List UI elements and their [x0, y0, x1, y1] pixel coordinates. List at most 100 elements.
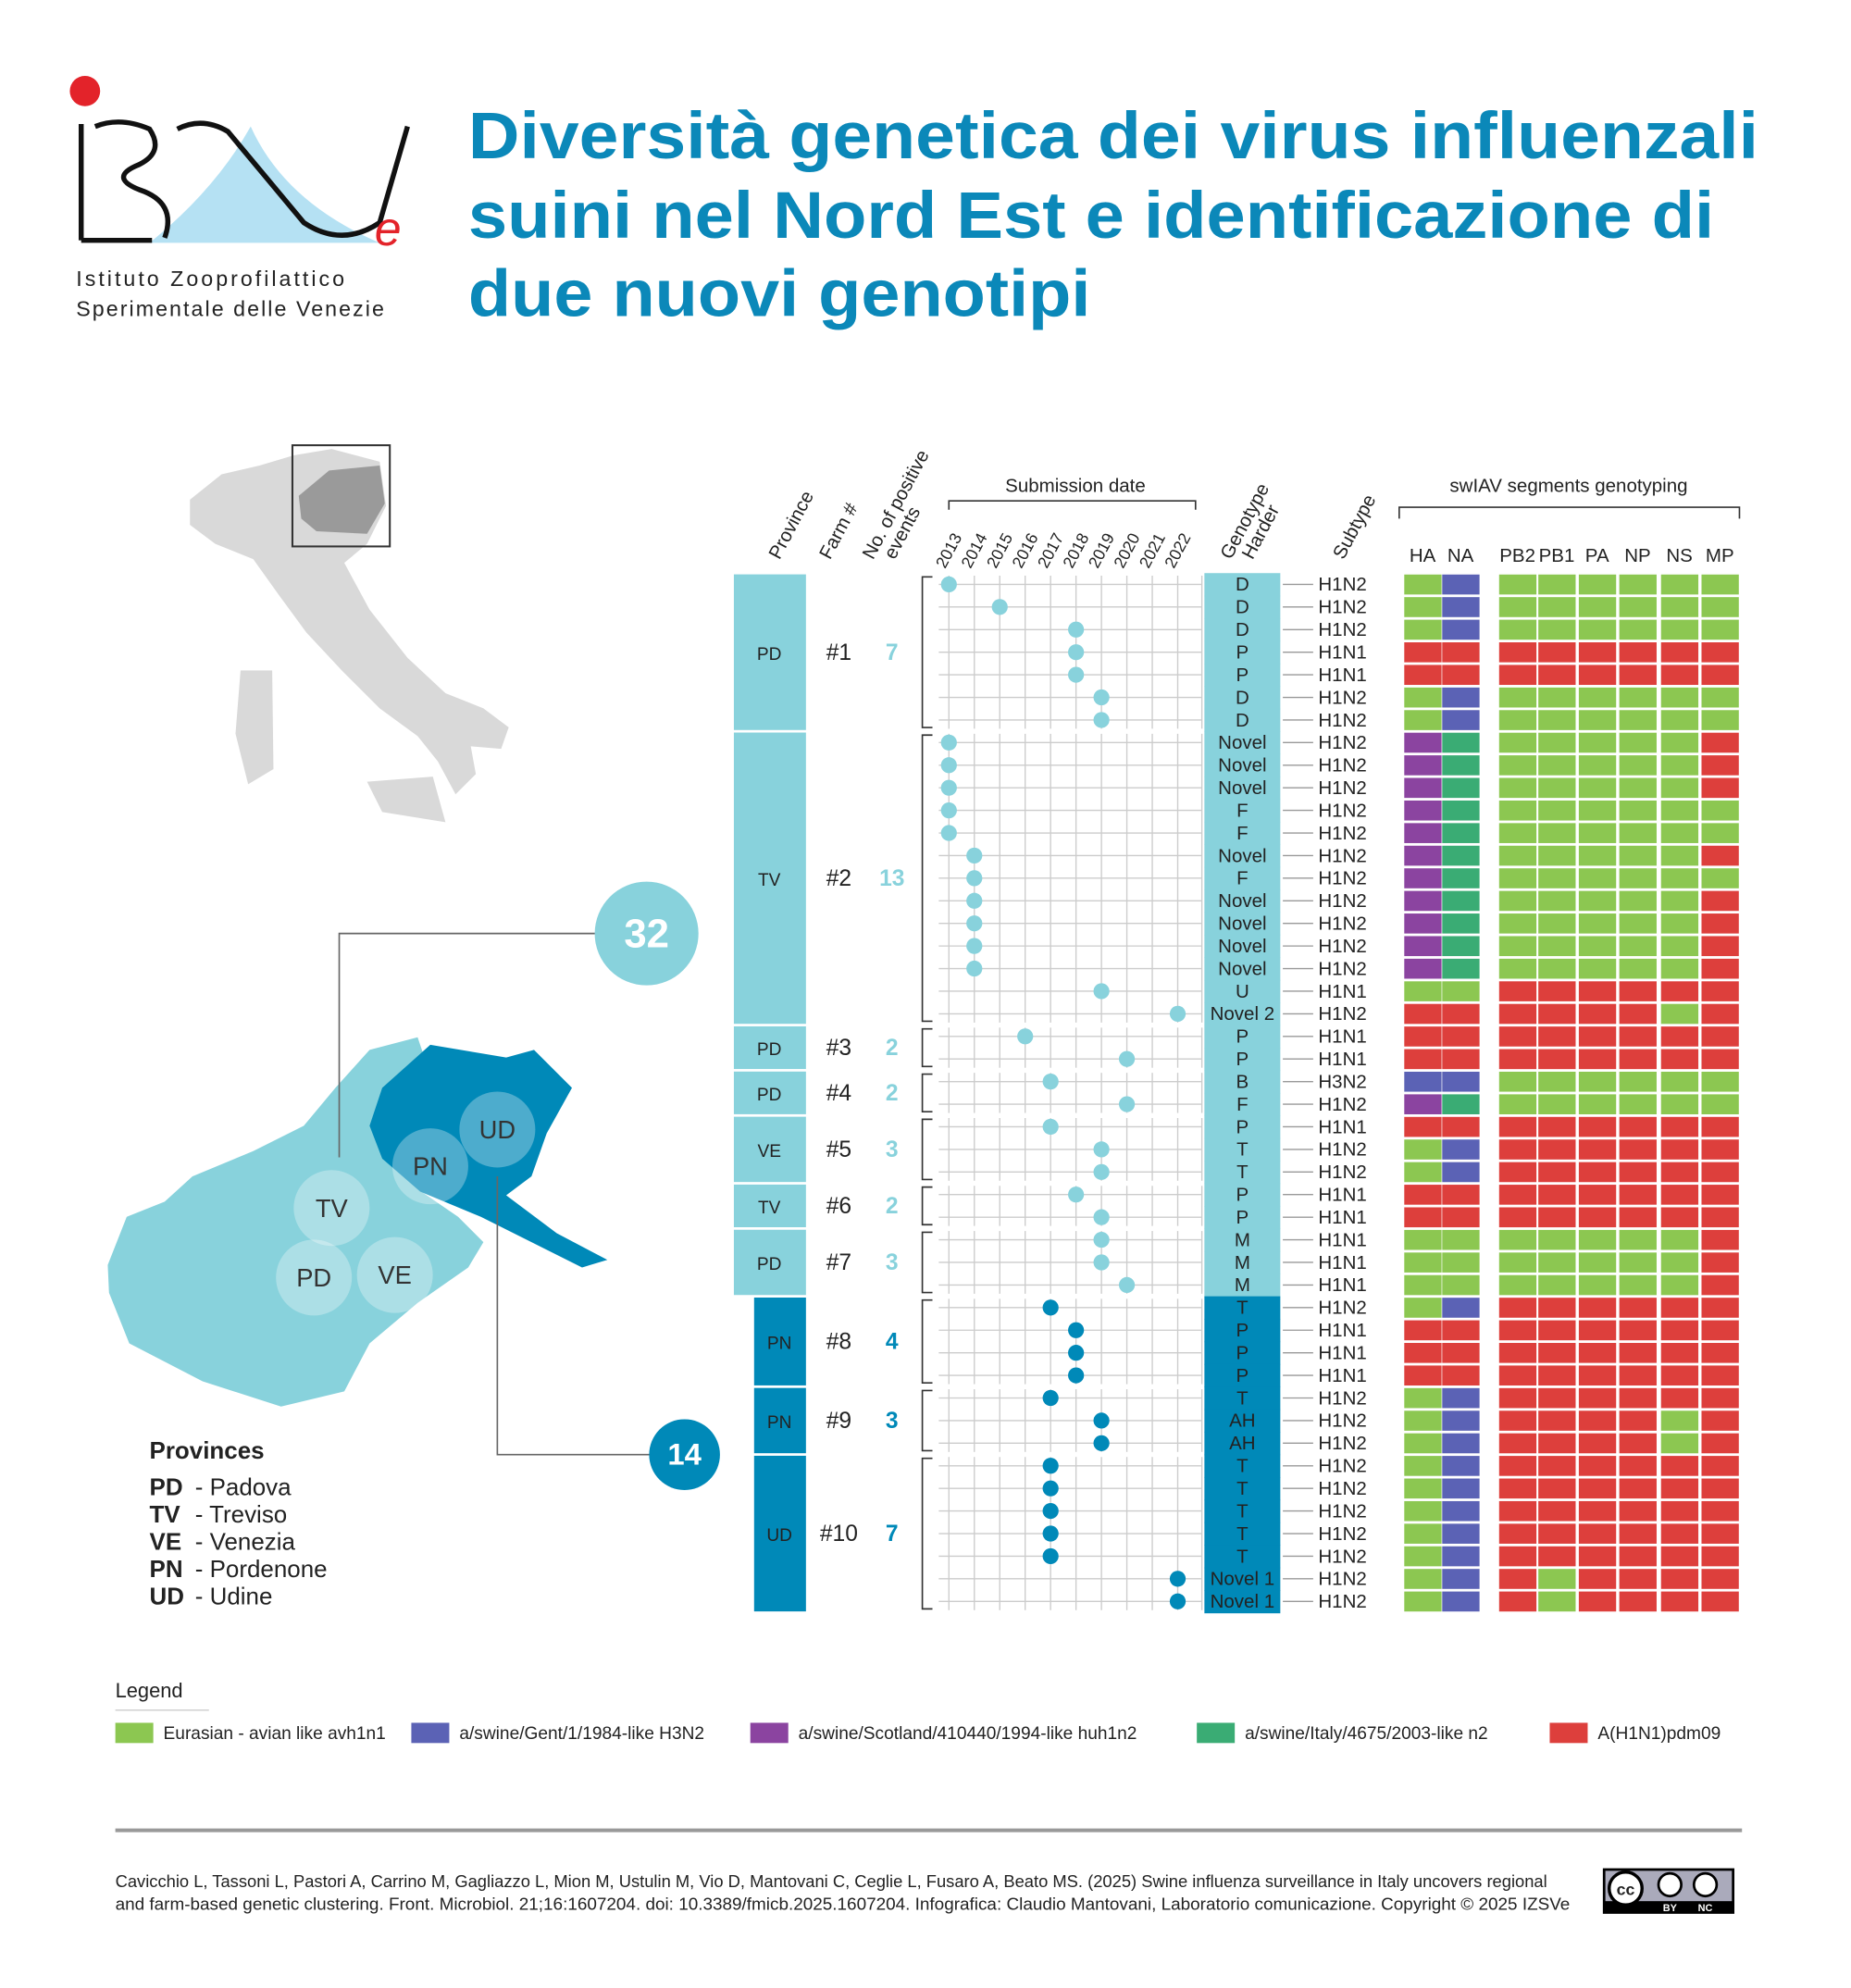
segment-cell [1619, 1500, 1657, 1522]
segment-cell [1660, 1456, 1699, 1476]
event-count: 7 [886, 640, 899, 665]
legend-label: Eurasian - avian like avh1n1 [164, 1724, 386, 1744]
segment-cell [1701, 665, 1739, 686]
legend: Legend Eurasian - avian like avh1n1 a/swin… [116, 1679, 1721, 1744]
genotype-bg [1204, 1070, 1281, 1094]
count-circle [649, 1419, 720, 1490]
count-label: 14 [667, 1437, 702, 1472]
segment-cell [1619, 1387, 1657, 1409]
genotype-bg [1204, 1137, 1281, 1162]
submission-dot [940, 801, 957, 819]
segment-cell [1404, 1185, 1442, 1205]
subtype: H1N2 [1318, 732, 1366, 753]
subtype: H1N2 [1318, 1094, 1366, 1115]
segment-cell [1404, 1569, 1442, 1589]
genotype: Novel [1218, 958, 1266, 979]
genotype: T [1236, 1298, 1248, 1319]
segment-cell [1538, 574, 1576, 595]
segment-cell [1442, 642, 1480, 663]
segment-header: NA [1447, 545, 1474, 566]
segment-cell [1538, 597, 1576, 617]
segment-cell [1404, 800, 1442, 821]
genotype-bg [1204, 618, 1281, 642]
segment-cell [1538, 1456, 1576, 1476]
segment-cell [1701, 981, 1739, 1001]
segment-cell [1442, 1094, 1480, 1114]
segment-cell [1498, 1387, 1537, 1409]
segment-cell [1660, 1569, 1699, 1589]
logo-line: Istituto Zooprofilattico [76, 267, 347, 291]
subtype: H1N2 [1318, 958, 1366, 979]
segment-cell [1578, 1523, 1617, 1544]
segment-cell [1701, 710, 1739, 730]
segment-cell [1578, 958, 1617, 979]
title-line: suini nel Nord Est e identificazione di [468, 180, 1714, 253]
citation: Cavicchio L, Tassoni L, Pastori A, Carri… [116, 1871, 1547, 1891]
province-label: UD [479, 1115, 516, 1144]
segment-cell [1619, 1026, 1657, 1047]
segment-cell [1498, 823, 1537, 843]
province-label: TV [316, 1194, 349, 1223]
genotype-bg [1204, 1161, 1281, 1185]
segment-cell [1498, 1185, 1537, 1205]
subtype: H1N2 [1318, 1591, 1366, 1612]
segment-cell [1701, 1252, 1739, 1273]
segment-cell [1498, 1274, 1537, 1296]
genotype-bg [1204, 1002, 1281, 1026]
segment-cell [1619, 1274, 1657, 1296]
segment-cell [1404, 1365, 1442, 1386]
genotype: Novel [1218, 732, 1266, 753]
segment-cell [1701, 1546, 1739, 1567]
segment-cell [1660, 1026, 1699, 1047]
province: TV [758, 871, 781, 890]
segment-cell [1498, 1116, 1537, 1137]
province-box [733, 732, 806, 1025]
genotype-bg [1204, 1228, 1281, 1252]
segment-cell [1701, 1410, 1739, 1431]
badge-icon [1692, 1871, 1719, 1898]
segment-cell [1442, 1478, 1480, 1499]
farm-bracket [921, 734, 933, 1023]
province-name: - Treviso [195, 1500, 288, 1528]
segment-cell [1701, 574, 1739, 595]
submission-dot [1118, 1096, 1136, 1112]
genotype: D [1236, 710, 1249, 731]
segment-cell [1442, 936, 1480, 957]
segment-cell [1498, 1049, 1537, 1070]
province-code: TV [150, 1500, 181, 1528]
provinces-legend: Provinces PD - Padova TV - Treviso VE - Venezi… [150, 1436, 328, 1610]
segment-cell [1660, 1433, 1699, 1454]
province: PN [767, 1335, 792, 1354]
event-count: 7 [886, 1522, 899, 1547]
genotype-bg [1204, 1522, 1281, 1546]
segment-cell [1619, 936, 1657, 957]
segment-cell [1498, 1343, 1537, 1363]
legend-swatch [1549, 1722, 1588, 1744]
segment-cell [1578, 1207, 1617, 1228]
segment-cell [1578, 936, 1617, 957]
segment-cell [1442, 1410, 1480, 1431]
genotype-bg [1204, 1409, 1281, 1433]
segment-cell [1660, 710, 1699, 730]
genotype: D [1236, 597, 1249, 618]
segment-cell [1660, 1162, 1699, 1183]
citation: and farm-based genetic clustering. Front… [116, 1895, 1571, 1914]
genotype-bg [1204, 708, 1281, 732]
segment-cell [1619, 800, 1657, 821]
segment-cell [1660, 890, 1699, 912]
farm-bracket [921, 1186, 933, 1226]
province-box [733, 1229, 806, 1296]
segment-cell [1404, 913, 1442, 934]
segment-cell [1660, 1298, 1699, 1318]
segment-cell [1538, 1546, 1576, 1567]
segment-cell [1578, 800, 1617, 821]
segment-cell [1442, 1162, 1480, 1183]
segment-cell [1442, 1003, 1480, 1025]
segment-cell [1578, 1387, 1617, 1409]
submission-dot [1042, 1118, 1059, 1136]
segment-cell [1498, 755, 1537, 776]
submission-dot [1093, 1254, 1110, 1271]
column-header: Province [764, 488, 818, 563]
segment-cell [1404, 1139, 1442, 1160]
submission-dot [1093, 712, 1110, 728]
